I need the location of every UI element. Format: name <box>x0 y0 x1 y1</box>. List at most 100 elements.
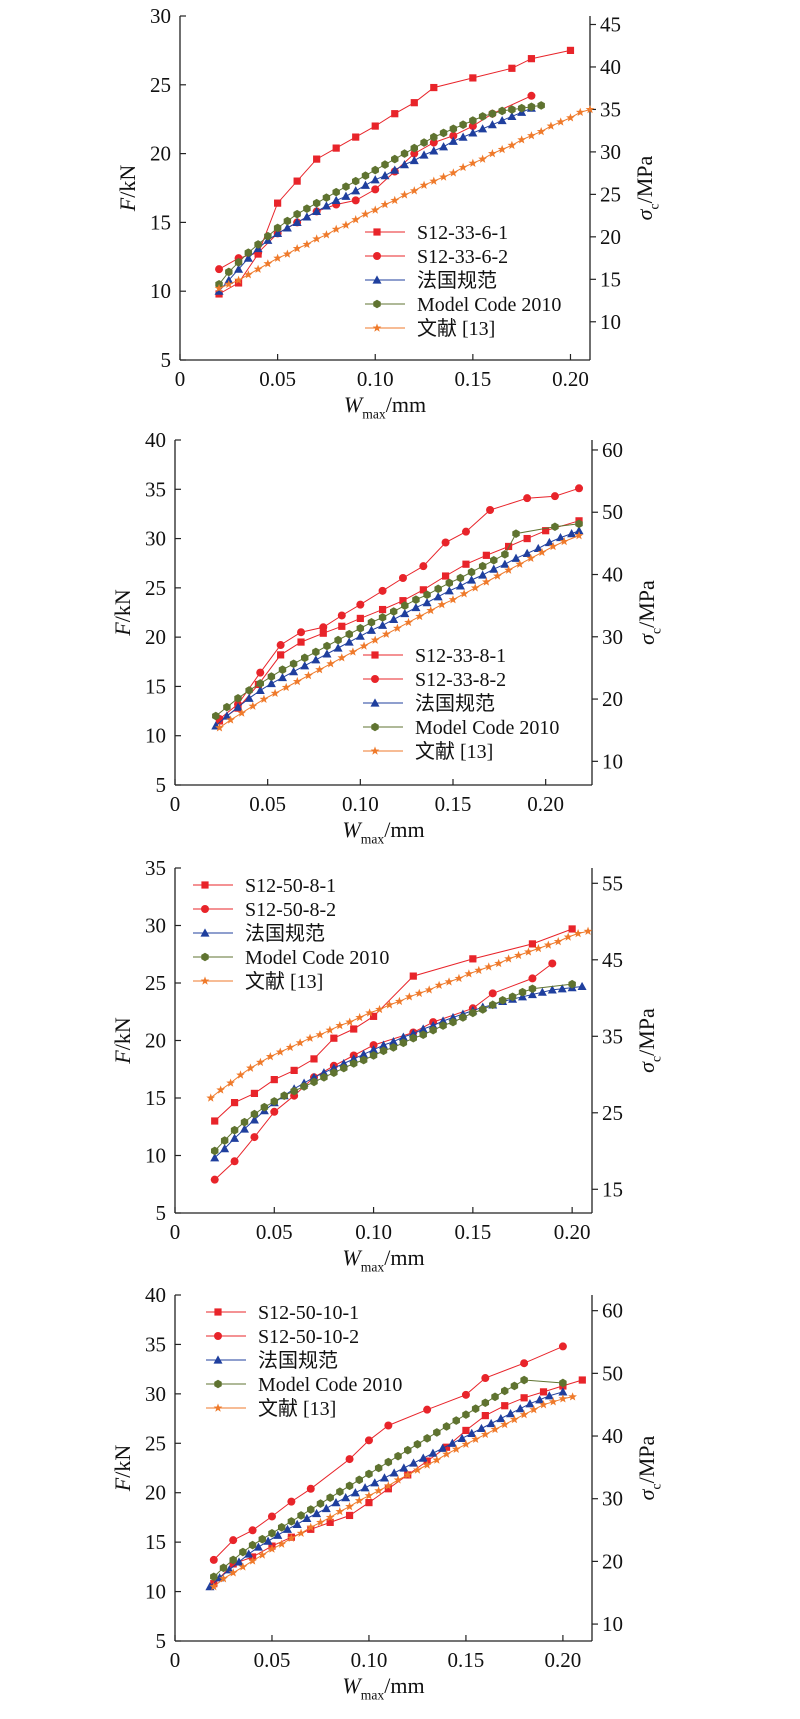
data-point <box>452 1416 460 1425</box>
data-point <box>337 653 347 662</box>
data-point <box>341 191 351 200</box>
data-point <box>278 665 287 674</box>
data-point <box>365 1499 373 1507</box>
data-point <box>333 643 343 652</box>
data-point <box>248 1556 257 1565</box>
data-point <box>488 1000 497 1010</box>
data-point <box>393 1475 403 1484</box>
data-point <box>322 649 332 658</box>
legend-label: 法国规范 <box>258 1349 338 1372</box>
data-point <box>429 176 439 185</box>
data-point <box>454 973 464 983</box>
y2-tick-label: 10 <box>602 749 623 773</box>
x-tick-label: 0.15 <box>435 792 472 816</box>
y-tick-label: 20 <box>145 1481 166 1505</box>
data-point <box>478 561 487 571</box>
data-point <box>461 1390 470 1399</box>
data-point <box>404 617 413 627</box>
data-point <box>525 1399 535 1408</box>
data-point <box>321 1503 331 1513</box>
legend-label: S12-50-8-1 <box>245 875 336 897</box>
data-point <box>563 932 573 941</box>
data-point <box>369 1051 378 1060</box>
series-4 <box>210 1375 567 1582</box>
data-point <box>429 146 439 155</box>
data-point <box>384 1457 393 1467</box>
data-point <box>412 595 420 604</box>
data-point <box>371 122 379 130</box>
y-tick-label: 10 <box>145 1580 166 1604</box>
data-point <box>364 1436 373 1445</box>
series-5 <box>214 104 595 293</box>
data-point <box>277 1523 286 1532</box>
data-point <box>292 1519 302 1528</box>
data-point <box>510 1381 519 1391</box>
data-point <box>292 676 302 686</box>
legend-marker <box>373 299 381 309</box>
data-point <box>339 1058 349 1068</box>
legend-label: S12-50-8-2 <box>245 899 336 921</box>
data-point <box>441 538 450 547</box>
x-tick-label: 0 <box>175 367 186 391</box>
legend-marker <box>200 976 210 985</box>
data-point <box>507 111 517 121</box>
data-point <box>283 216 292 226</box>
data-point <box>282 223 292 232</box>
data-point <box>400 149 409 158</box>
data-point <box>447 1438 457 1447</box>
data-point <box>211 1117 219 1125</box>
data-point <box>433 1428 441 1437</box>
data-point <box>418 1024 428 1033</box>
data-point <box>210 1146 219 1156</box>
data-point <box>268 1528 276 1538</box>
data-point <box>230 1157 239 1166</box>
data-point <box>399 1038 408 1048</box>
data-point <box>455 581 465 590</box>
data-point <box>535 1395 545 1404</box>
y2-tick-label: 40 <box>602 1424 623 1448</box>
data-point <box>428 1448 438 1457</box>
data-point <box>523 534 531 543</box>
data-point <box>285 1042 295 1052</box>
y-tick-label: 30 <box>145 527 166 551</box>
data-point <box>331 1498 341 1507</box>
series-5 <box>215 531 584 732</box>
data-point <box>439 1021 447 1030</box>
data-point <box>322 230 331 239</box>
data-point <box>414 988 424 998</box>
data-point <box>292 243 302 253</box>
data-point <box>359 1055 368 1065</box>
data-point <box>361 171 370 180</box>
legend-marker <box>201 881 209 889</box>
data-point <box>290 1066 298 1074</box>
data-point <box>329 1063 339 1072</box>
data-point <box>244 248 253 257</box>
data-point <box>224 275 234 284</box>
data-point <box>385 1000 394 1009</box>
data-point <box>310 1055 318 1063</box>
data-point <box>395 996 404 1006</box>
data-point <box>400 608 410 618</box>
data-point <box>439 128 448 138</box>
legend-marker <box>371 651 379 659</box>
data-point <box>388 1037 398 1046</box>
data-point <box>459 120 467 129</box>
data-point <box>568 979 576 989</box>
data-point <box>273 253 282 262</box>
data-point <box>433 592 443 601</box>
y2-axis-label: σc/MPa <box>634 1008 664 1073</box>
legend-marker <box>370 746 380 755</box>
data-point <box>331 195 341 204</box>
data-point <box>476 1423 486 1433</box>
x-axis-label: Wmax/mm <box>342 1245 424 1275</box>
data-point <box>254 240 262 249</box>
data-point <box>301 653 309 663</box>
data-point <box>409 155 419 165</box>
x-tick-label: 0.05 <box>259 367 296 391</box>
x-tick-label: 0.10 <box>351 1648 388 1672</box>
data-point <box>378 605 387 614</box>
data-point <box>418 1453 428 1462</box>
y-tick-label: 5 <box>156 1201 167 1225</box>
data-point <box>306 1484 315 1493</box>
